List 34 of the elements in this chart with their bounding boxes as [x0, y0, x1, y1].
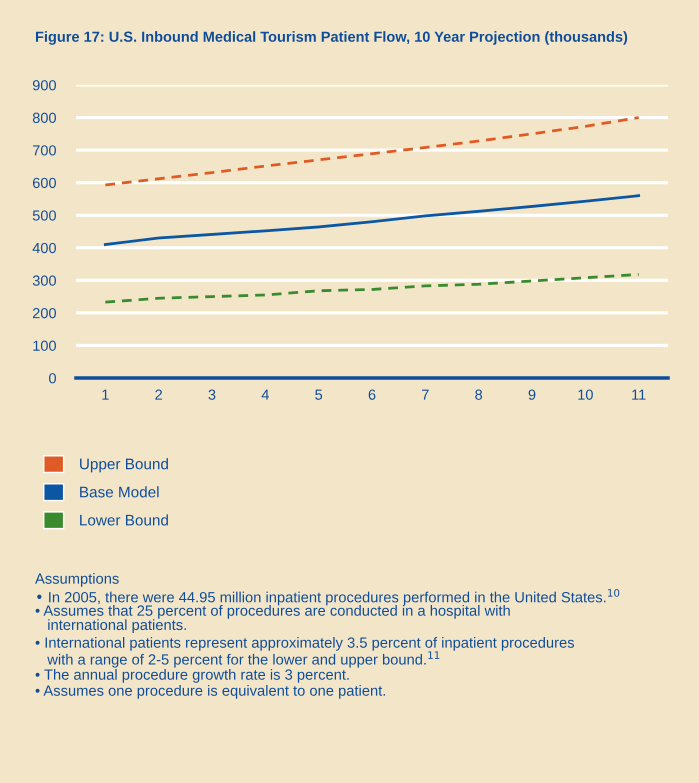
y-tick-label: 100: [33, 340, 56, 351]
chart-title: Figure 17: U.S. Inbound Medical Tourism Patient Flow, 10 Year Projection (thousands): [36, 31, 628, 45]
y-tick-label: 0: [49, 373, 56, 384]
x-tick-label: 8: [475, 389, 482, 400]
text: • Assumes one procedure is equivalent to one patient.: [36, 685, 386, 699]
line-series: [104, 273, 640, 304]
text: • Assumes that 25 percent of procedures are conducted in a hospital with international patients.: [36, 605, 510, 633]
x-tick-label: 10: [578, 389, 593, 400]
y-tick-label: 600: [32, 178, 56, 188]
y-tick-label: 200: [32, 308, 56, 318]
y-tick-label: 300: [32, 275, 56, 286]
x-tick-label: 1: [102, 390, 109, 400]
x-tick-label: 5: [315, 390, 322, 400]
x-tick-label: 11: [632, 390, 646, 400]
x-tick-label: 7: [422, 390, 429, 400]
x-tick-label: 4: [262, 390, 269, 400]
x-tick-label: 3: [208, 389, 216, 400]
y-tick-label: 700: [32, 145, 56, 156]
line-series: [104, 116, 640, 186]
text: • In 2005, there were 44.95 million inpatient procedures performed in the United States.$^{10}$: [37, 589, 620, 606]
legend-label: Lower Bound: [80, 514, 168, 526]
x-tick-label: 2: [155, 389, 162, 400]
y-tick-label: 400: [32, 242, 56, 254]
text: Assumptions: [35, 573, 119, 587]
legend-label: Upper Bound: [80, 458, 168, 472]
line-series: [104, 194, 640, 246]
y-tick-label: 800: [32, 112, 56, 123]
legend-label: Base Model: [80, 486, 159, 498]
text: • International patients represent approximately 3.5 percent of inpatient procedures with a range of 2-5 percent for the lower and upper bound.$^{11}$: [36, 637, 574, 668]
x-tick-label: 9: [528, 389, 536, 400]
text: • The annual procedure growth rate is 3 percent.: [36, 669, 349, 683]
y-tick-label: 500: [32, 210, 56, 221]
y-tick-label: 900: [32, 80, 56, 90]
x-tick-label: 6: [368, 389, 376, 400]
